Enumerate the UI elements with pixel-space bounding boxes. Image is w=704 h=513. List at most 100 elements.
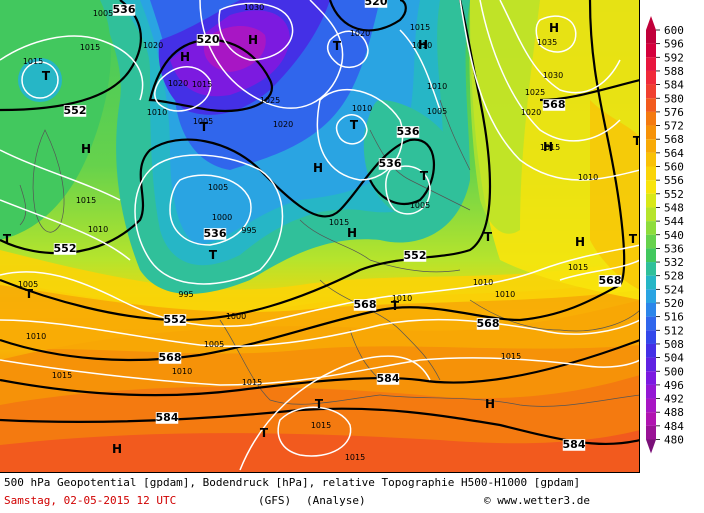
legend-label: 552	[664, 188, 684, 201]
svg-text:H: H	[248, 33, 258, 47]
svg-text:1015: 1015	[52, 371, 72, 380]
svg-text:1020: 1020	[168, 79, 188, 88]
svg-text:1025: 1025	[525, 88, 545, 97]
pressure-label: 1005	[208, 183, 228, 192]
legend-swatch	[646, 412, 656, 426]
svg-text:H: H	[313, 161, 323, 175]
svg-text:T: T	[391, 299, 400, 313]
svg-text:1015: 1015	[568, 263, 588, 272]
low-pressure-marker: T	[25, 287, 34, 301]
pressure-label: 1020	[350, 29, 370, 38]
svg-text:1030: 1030	[244, 3, 264, 12]
low-pressure-marker: T	[333, 39, 342, 53]
svg-text:1010: 1010	[88, 225, 108, 234]
legend-label: 496	[664, 379, 684, 392]
map-canvas: 1005 1015 1015 1020 1030 1020 1015 1010 1035 1030…	[0, 0, 640, 472]
svg-text:568: 568	[354, 298, 377, 311]
pressure-label: 1005	[204, 340, 224, 349]
pressure-label: 1010	[412, 41, 432, 50]
pressure-label: 1005	[18, 280, 38, 289]
svg-text:568: 568	[477, 317, 500, 330]
geopotential-label: 552	[64, 104, 87, 117]
geopotential-label: 584	[156, 411, 179, 424]
legend-label: 480	[664, 434, 684, 447]
svg-text:552: 552	[54, 242, 77, 255]
legend-label: 524	[664, 283, 684, 296]
low-pressure-marker: T	[200, 120, 209, 134]
svg-text:1020: 1020	[521, 108, 541, 117]
color-legend: 600 596 592 588 584 580 576 572 568 564 560 556 552 5…	[640, 0, 704, 473]
svg-text:1010: 1010	[392, 294, 412, 303]
caption-copyright[interactable]: © www.wetter3.de	[484, 494, 590, 507]
legend-label: 548	[664, 201, 684, 214]
legend-swatch	[646, 193, 656, 208]
geopotential-label: 520	[197, 33, 220, 46]
svg-text:552: 552	[404, 249, 427, 262]
svg-text:1015: 1015	[345, 453, 365, 462]
svg-text:552: 552	[164, 313, 187, 326]
svg-text:1020: 1020	[350, 29, 370, 38]
svg-text:536: 536	[113, 3, 136, 16]
pressure-label: 1000	[226, 312, 246, 321]
low-pressure-marker: T	[209, 248, 218, 262]
legend-bottom-arrow	[646, 439, 656, 454]
pressure-label: 1000	[212, 213, 232, 222]
geopotential-label: 568	[599, 274, 622, 287]
geopotential-label: 520	[365, 0, 388, 8]
svg-text:520: 520	[365, 0, 388, 8]
legend-swatch	[646, 330, 656, 344]
legend-swatch	[646, 84, 656, 99]
pressure-label: 1015	[80, 43, 100, 52]
low-pressure-marker: T	[633, 134, 640, 148]
svg-text:1010: 1010	[352, 104, 372, 113]
svg-text:1025: 1025	[260, 96, 280, 105]
caption-line1: 500 hPa Geopotential [gpdam], Bodendruck…	[4, 476, 581, 489]
legend-swatch	[646, 234, 656, 249]
legend-swatch	[646, 111, 656, 126]
legend-swatch	[646, 303, 656, 317]
low-pressure-marker: T	[3, 232, 12, 246]
legend-swatch	[646, 357, 656, 372]
legend-swatch	[646, 180, 656, 194]
legend-label: 512	[664, 324, 684, 337]
svg-text:1015: 1015	[192, 80, 212, 89]
legend-top-arrow	[646, 16, 656, 30]
high-pressure-marker: H	[81, 142, 91, 156]
field-band-560	[0, 250, 639, 312]
caption-mode: (Analyse)	[306, 494, 366, 507]
svg-text:536: 536	[397, 125, 420, 138]
legend-swatch	[646, 384, 656, 399]
svg-text:1010: 1010	[473, 278, 493, 287]
pressure-label: 1010	[172, 367, 192, 376]
svg-text:1030: 1030	[543, 71, 563, 80]
pressure-label: 1010	[88, 225, 108, 234]
geopotential-label: 568	[477, 317, 500, 330]
svg-text:T: T	[633, 134, 640, 148]
legend-label: 580	[664, 92, 684, 105]
svg-text:1015: 1015	[501, 352, 521, 361]
svg-text:552: 552	[64, 104, 87, 117]
pressure-label: 1015	[410, 23, 430, 32]
legend-label: 544	[664, 215, 684, 228]
pressure-label: 1010	[578, 173, 598, 182]
pressure-label: 1020	[168, 79, 188, 88]
svg-text:568: 568	[543, 98, 566, 111]
svg-text:T: T	[484, 230, 493, 244]
svg-text:1005: 1005	[193, 117, 213, 126]
pressure-label: 995	[241, 226, 256, 235]
low-pressure-marker: T	[420, 169, 429, 183]
pressure-label: 1015	[329, 218, 349, 227]
svg-text:995: 995	[178, 290, 193, 299]
legend-swatch	[646, 262, 656, 276]
legend-swatch	[646, 316, 656, 331]
pressure-label: 1015	[568, 263, 588, 272]
svg-text:T: T	[629, 232, 638, 246]
legend-swatch	[646, 248, 656, 263]
svg-text:1015: 1015	[76, 196, 96, 205]
geopotential-label: 536	[113, 3, 136, 16]
svg-text:1010: 1010	[578, 173, 598, 182]
geopotential-label: 568	[159, 351, 182, 364]
legend-label: 568	[664, 133, 684, 146]
legend-label: 564	[664, 147, 684, 160]
svg-text:T: T	[315, 397, 324, 411]
